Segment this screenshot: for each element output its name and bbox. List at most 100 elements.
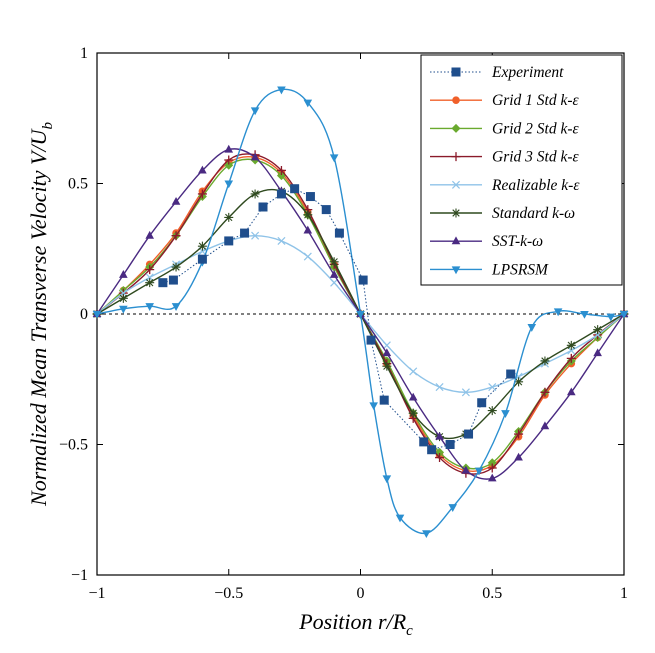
- data-point: [567, 387, 576, 396]
- data-point: [198, 165, 207, 174]
- data-point: [409, 367, 418, 376]
- data-point: [487, 473, 497, 482]
- legend: Experiment Grid 1 Std k-ε Grid 2 Std k-ε Gr…: [420, 54, 623, 286]
- legend-box: [420, 54, 623, 286]
- y-tick-label: 0.5: [68, 176, 88, 193]
- data-point: [514, 377, 524, 387]
- legend-swatch-marker: [451, 123, 461, 133]
- data-point: [356, 311, 365, 319]
- legend-item-realizable-k: Realizable k-ε: [430, 177, 580, 194]
- data-point: [224, 155, 234, 165]
- legend-item-grid-1-std-k: Grid 1 Std k-ε: [430, 92, 580, 109]
- legend-item-standard-k: Standard k-ω: [430, 205, 575, 222]
- data-point: [527, 324, 537, 332]
- data-point: [540, 387, 550, 397]
- axis-tick-labels: −1 −0.5 0 0.5 1 −1 −0.5 0 0.5 1: [59, 45, 628, 602]
- data-point: [566, 340, 576, 350]
- data-point: [487, 406, 497, 416]
- data-point: [501, 410, 510, 418]
- data-point: [506, 369, 516, 379]
- data-point: [514, 429, 524, 439]
- data-point: [464, 429, 474, 439]
- data-point: [224, 180, 234, 189]
- data-point: [419, 437, 429, 447]
- data-point: [369, 402, 378, 411]
- data-point: [382, 341, 391, 350]
- data-point: [251, 231, 260, 240]
- data-point: [408, 392, 418, 401]
- data-point: [224, 160, 234, 170]
- data-point: [435, 383, 444, 392]
- data-point: [197, 254, 207, 264]
- y-tick-label: −0.5: [59, 437, 88, 454]
- data-point: [303, 252, 312, 261]
- data-point: [171, 262, 181, 272]
- legend-swatch-marker: [451, 67, 461, 77]
- legend-swatch-marker: [451, 266, 461, 275]
- data-point: [606, 313, 616, 322]
- data-point: [250, 152, 260, 161]
- y-axis-title: Normalized Mean Transverse Velocity V/Ub: [26, 122, 56, 507]
- legend-item-sst-k: SST-k-ω: [430, 233, 543, 250]
- data-point: [474, 467, 484, 476]
- data-point: [553, 308, 563, 317]
- legend-swatch-marker: [451, 180, 461, 189]
- legend-label: Grid 1 Std k-ε: [492, 92, 580, 109]
- data-point: [382, 475, 392, 484]
- data-point: [321, 205, 331, 215]
- data-point: [593, 348, 602, 357]
- legend-swatch-marker: [452, 96, 460, 104]
- data-point: [250, 189, 260, 199]
- data-point: [158, 278, 168, 288]
- x-tick-label: −1: [88, 585, 105, 602]
- data-point: [303, 225, 313, 234]
- data-point: [488, 383, 497, 392]
- legend-swatch-marker: [451, 208, 461, 218]
- y-tick-label: −1: [71, 567, 88, 584]
- data-point: [303, 99, 313, 108]
- data-point: [145, 303, 154, 311]
- data-point: [366, 335, 376, 345]
- data-point: [119, 305, 128, 314]
- data-point: [145, 265, 155, 275]
- series-layer: [92, 86, 629, 539]
- data-point: [379, 395, 389, 405]
- x-tick-label: −0.5: [214, 585, 243, 602]
- legend-label: Experiment: [491, 64, 564, 81]
- data-point: [593, 325, 603, 335]
- data-point: [435, 431, 444, 440]
- x-axis-title: Position r/Rc: [298, 609, 413, 639]
- data-point: [382, 361, 392, 371]
- legend-label: SST-k-ω: [492, 233, 543, 250]
- data-point: [382, 348, 392, 357]
- data-point: [487, 463, 497, 473]
- data-point: [445, 440, 455, 449]
- legend-item-grid-2-std-k: Grid 2 Std k-ε: [430, 120, 580, 137]
- data-point: [171, 196, 181, 205]
- data-point: [303, 210, 313, 220]
- x-tick-label: 0.5: [482, 585, 502, 602]
- data-point: [171, 303, 181, 311]
- legend-label: Grid 3 Std k-ε: [492, 149, 580, 166]
- data-point: [240, 228, 250, 238]
- legend-swatch-marker: [451, 236, 461, 245]
- data-point: [276, 189, 286, 199]
- data-point: [119, 270, 128, 278]
- legend-item-lpsrsm: LPSRSM: [430, 261, 549, 278]
- data-point: [566, 353, 576, 363]
- legend-swatch-marker: [451, 152, 461, 162]
- legend-label: Grid 2 Std k-ε: [492, 120, 580, 137]
- data-point: [277, 236, 286, 245]
- data-point: [224, 212, 234, 222]
- data-point: [408, 408, 418, 418]
- legend-item-experiment: Experiment: [430, 64, 564, 81]
- data-point: [619, 311, 629, 319]
- data-point: [171, 231, 181, 241]
- data-point: [224, 144, 234, 153]
- data-point: [92, 311, 102, 319]
- data-point: [427, 445, 437, 455]
- data-point: [118, 293, 128, 303]
- data-point: [290, 184, 300, 194]
- data-point: [250, 107, 260, 116]
- data-point: [258, 202, 268, 212]
